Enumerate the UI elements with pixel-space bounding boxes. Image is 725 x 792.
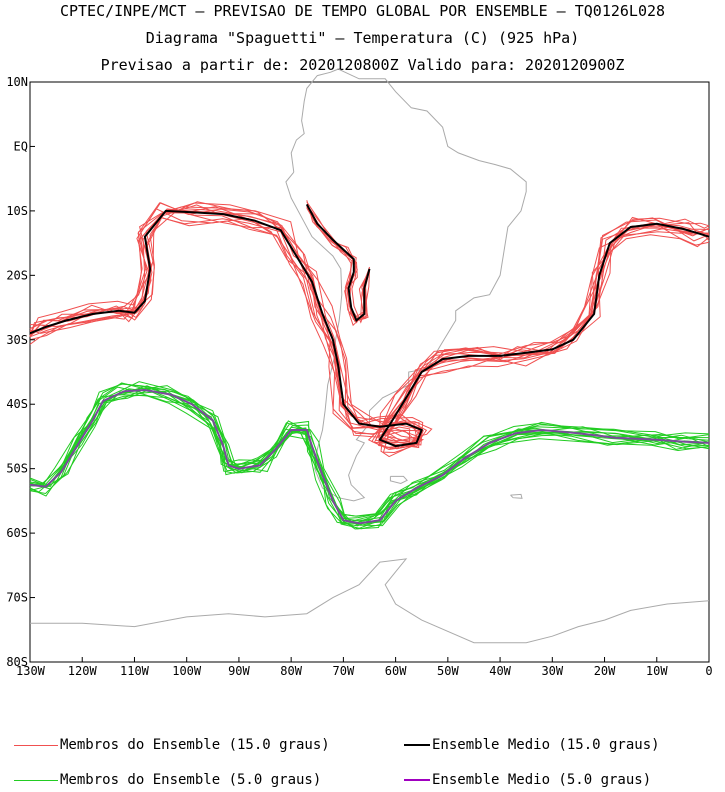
member-15-main-10 — [29, 201, 710, 442]
lat-label: 60S — [6, 526, 28, 540]
lon-label: 20W — [594, 664, 616, 678]
lon-label: 110W — [120, 664, 150, 678]
lon-label: 30W — [541, 664, 563, 678]
mean-5-main — [29, 388, 710, 525]
lat-label: 10S — [6, 204, 28, 218]
lon-label: 100W — [172, 664, 202, 678]
lat-label: 80S — [6, 655, 28, 669]
legend-swatch-members-15 — [14, 744, 58, 746]
legend-label-members-15: Membros do Ensemble (15.0 graus) — [60, 737, 330, 753]
lon-label: 130W — [16, 664, 46, 678]
member-5-main-12 — [29, 389, 710, 530]
lon-label: 40W — [489, 664, 511, 678]
lon-label: 60W — [385, 664, 407, 678]
title-line-3: Previsao a partir de: 2020120800Z Valido… — [100, 56, 625, 74]
coastline-3 — [510, 493, 523, 499]
mean-15-main — [29, 209, 710, 448]
member-15-main-13 — [29, 208, 710, 448]
lon-label: 80W — [280, 664, 302, 678]
lat-label: 50S — [6, 462, 28, 476]
map-frame — [29, 81, 710, 663]
legend-label-mean-15: Ensemble Medio (15.0 graus) — [432, 737, 660, 753]
coastline-2 — [389, 475, 408, 485]
member-5-main-13 — [29, 383, 710, 517]
member-15-andes-3 — [306, 200, 370, 324]
lat-label: 30S — [6, 333, 28, 347]
coastline-1 — [30, 558, 710, 644]
legend-members-15: Membros do Ensemble (15.0 graus) — [14, 737, 330, 753]
title-line-1: CPTEC/INPE/MCT – PREVISAO DE TEMPO GLOBA… — [59, 2, 666, 20]
lat-label: 10N — [6, 75, 28, 89]
lon-label: 120W — [68, 664, 98, 678]
lon-label: 0 — [705, 664, 712, 678]
legend-label-mean-5: Ensemble Medio (5.0 graus) — [432, 772, 652, 788]
coastline-0 — [285, 68, 527, 502]
mean-15-andes — [305, 203, 371, 323]
coastline-layer — [30, 68, 710, 644]
lon-label: 50W — [437, 664, 459, 678]
legend-mean-5: Ensemble Medio (5.0 graus) — [404, 772, 651, 788]
legend-label-members-5: Membros do Ensemble (5.0 graus) — [60, 772, 322, 788]
lon-label: 70W — [333, 664, 355, 678]
lat-label: EQ — [14, 139, 28, 153]
legend-swatch-mean-15 — [404, 744, 430, 746]
lon-label: 90W — [228, 664, 250, 678]
legend-members-5: Membros do Ensemble (5.0 graus) — [14, 772, 321, 788]
legend-swatch-mean-5 — [404, 779, 430, 781]
ensemble-mean-layer — [29, 203, 710, 525]
lat-label: 40S — [6, 397, 28, 411]
lat-label: 20S — [6, 268, 28, 282]
legend-mean-15: Ensemble Medio (15.0 graus) — [404, 737, 660, 753]
member-15-main-12 — [29, 202, 710, 449]
legend-swatch-members-5 — [14, 779, 58, 781]
lon-label: 10W — [646, 664, 668, 678]
title-line-2: Diagrama "Spaguetti" – Temperatura (C) (… — [145, 29, 580, 47]
lat-label: 70S — [6, 591, 28, 605]
